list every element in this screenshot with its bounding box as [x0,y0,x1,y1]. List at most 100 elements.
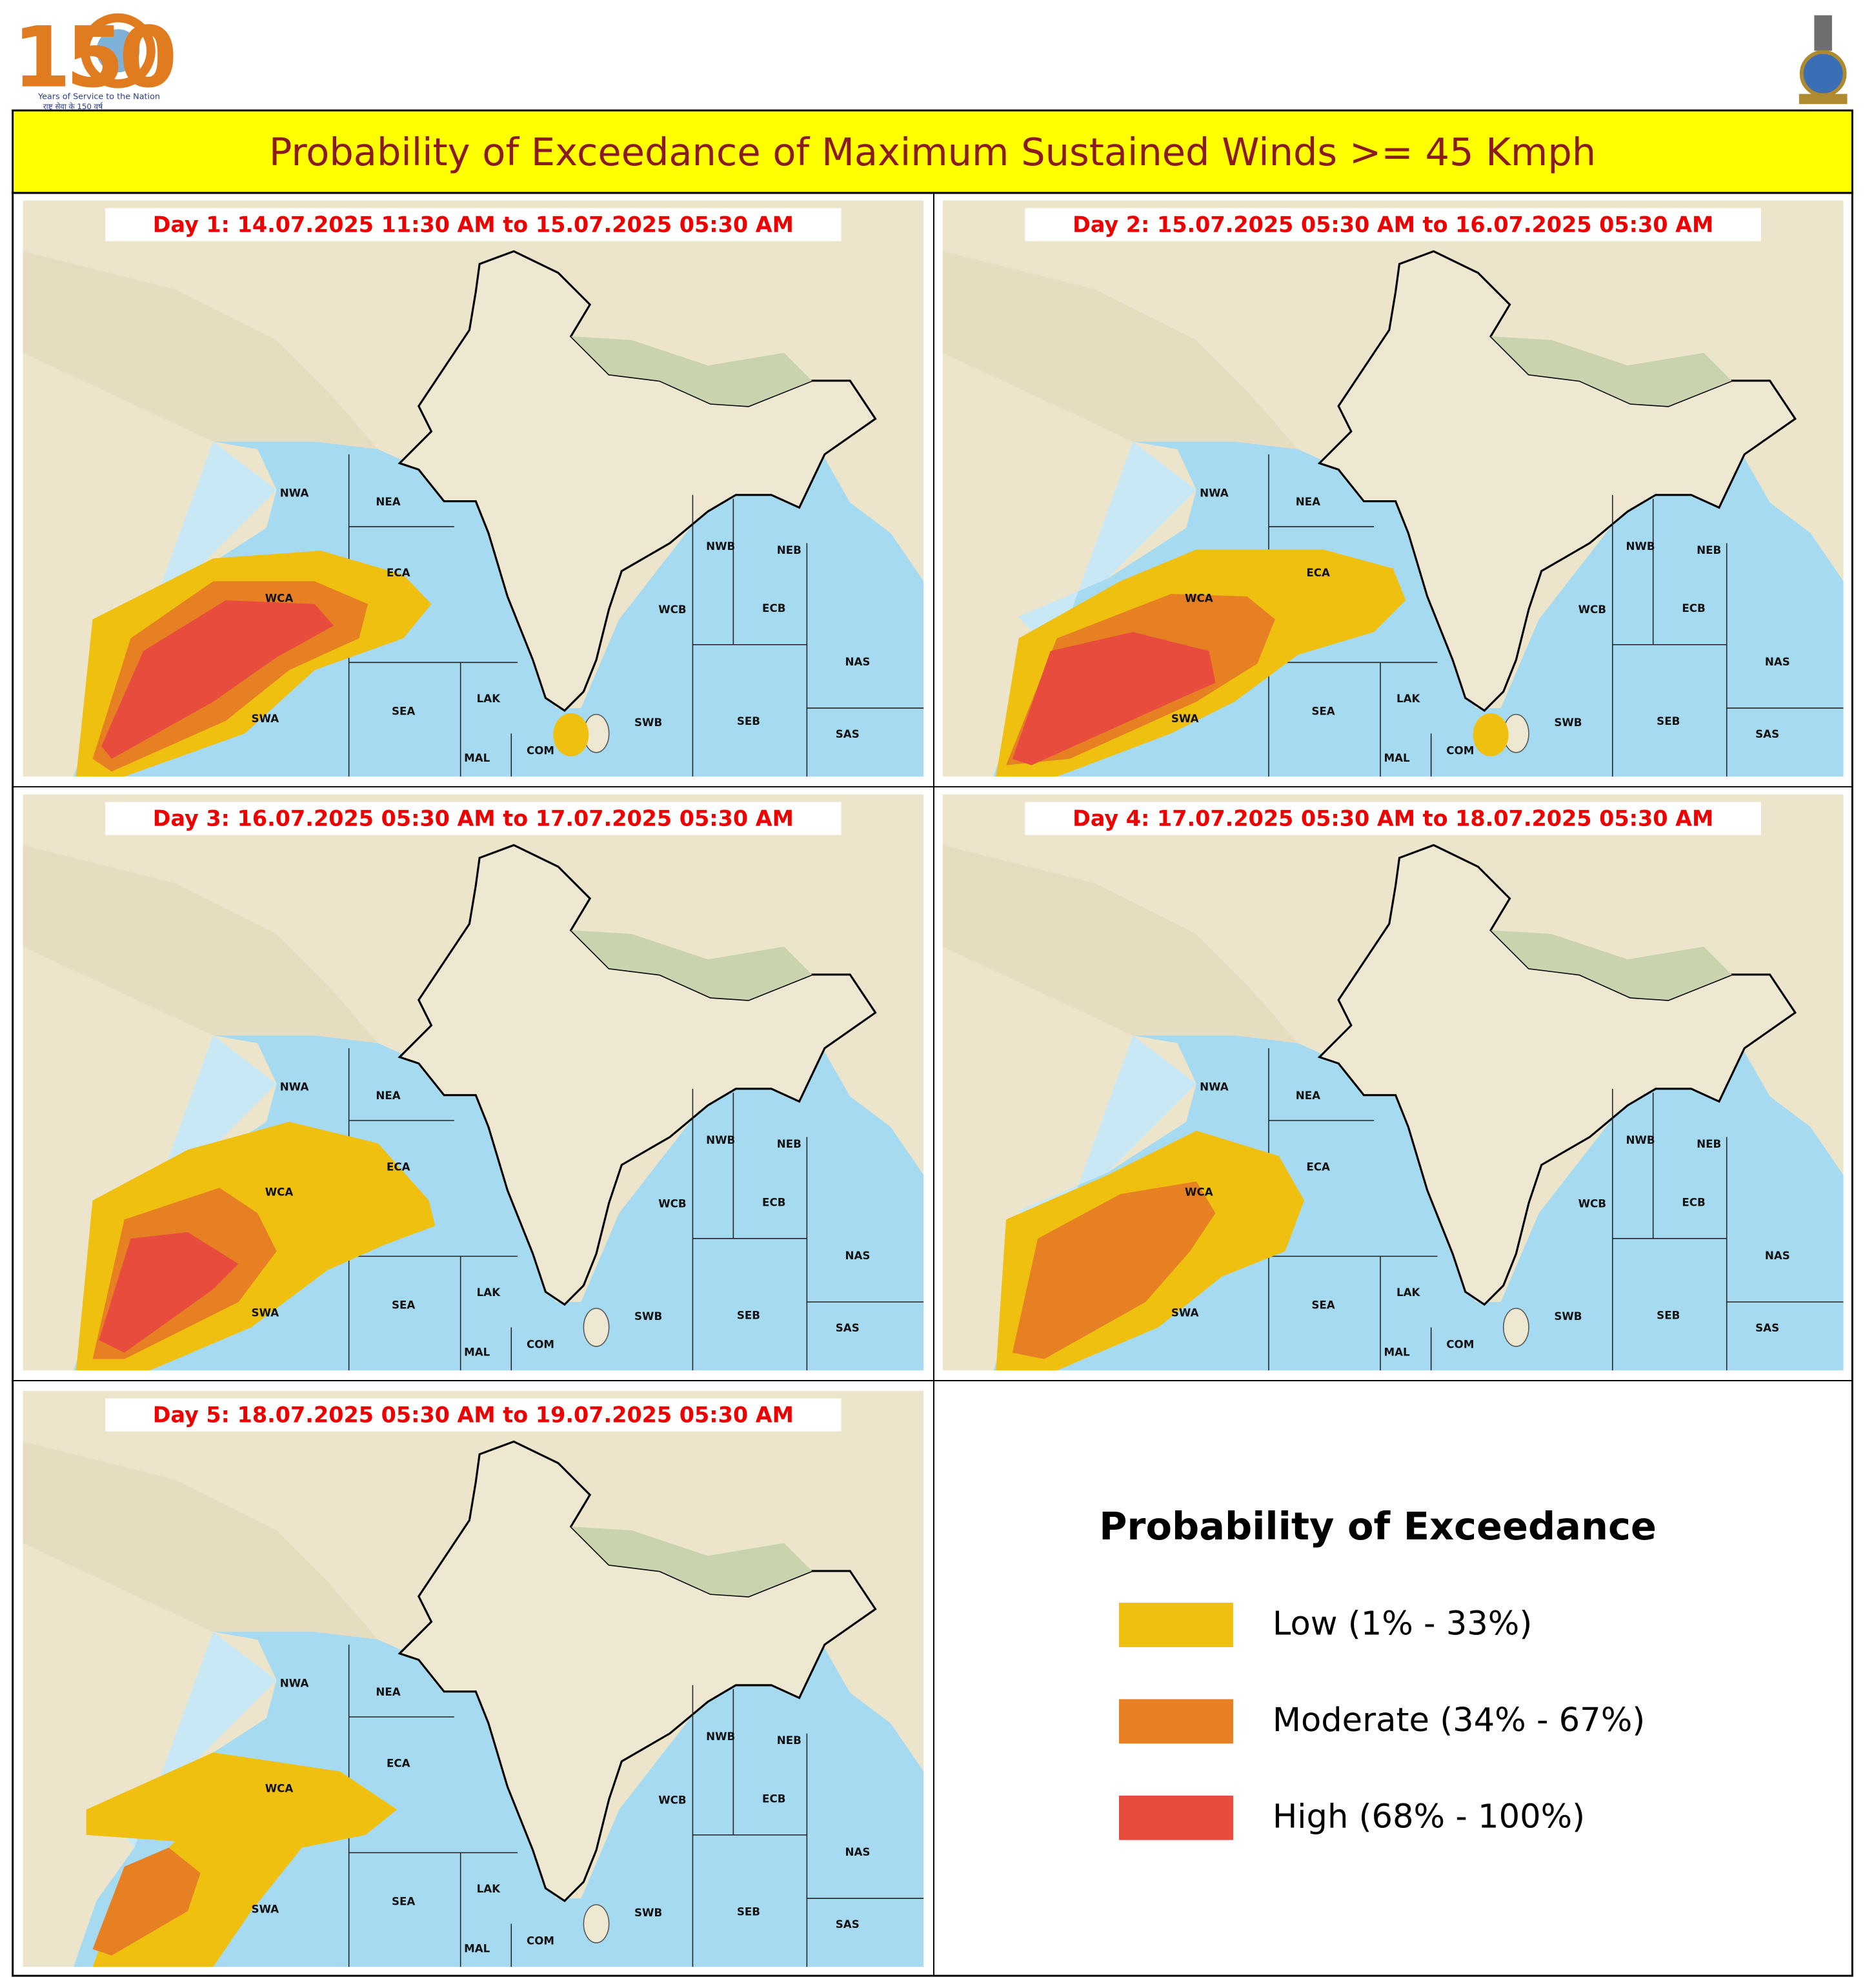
map-panel: NWA NEA ECA WCA SWA SEA LAK MAL COM SWB SEB WCB ECB N… [942,200,1844,777]
region-label: MAL [1384,751,1410,764]
region-label: SAS [836,1321,860,1334]
map-content: NWA NEA ECA WCA SWA SEA LAK MAL COM SWB SEB WCB ECB N… [23,794,924,1371]
region-label: SEB [737,715,760,727]
region-label: NWA [280,486,309,499]
region-label: COM [527,1934,554,1947]
region-label: NAS [845,1249,871,1262]
region-label: SEA [1311,704,1335,717]
map-panel: NWA NEA ECA WCA SWA SEA LAK MAL COM SWB SEB WCB ECB N… [23,794,924,1371]
legend-swatch [1119,1699,1233,1744]
region-label: ECB [762,602,785,614]
logo: 150 Years of Service to the Nation राष्ट… [13,9,179,111]
region-label: SWB [634,716,662,729]
arabia [23,845,378,1044]
logo-ring [80,13,156,88]
region-label: SWA [1171,712,1199,725]
region-label: NWB [1626,540,1655,553]
region-label: NEA [376,495,400,508]
region-label: NEA [1296,1089,1320,1102]
region-label: WCA [265,1782,294,1795]
logo-number: 150 [13,9,174,107]
region-label: NAS [845,1845,871,1858]
region-label: WCA [1185,1186,1213,1199]
region-label: ECB [1682,602,1705,614]
legend-title: Probability of Exceedance [1099,1504,1657,1548]
region-label: NEB [1697,543,1721,556]
sea-shallow [1018,441,1196,658]
region-label: NEB [777,1734,801,1747]
region-label: WCB [1578,1197,1606,1210]
region-label: NWA [280,1676,309,1689]
region-label: SWB [1554,716,1582,729]
region-label: SWB [1554,1310,1582,1323]
panel-title-bg [105,208,842,241]
panel-title-bg [105,1398,842,1432]
region-label: SAS [1755,727,1779,740]
frame [12,192,1853,1977]
region-label: LAK [477,692,501,705]
region-label: SEB [1657,1308,1680,1321]
probability-area [1473,713,1509,756]
map-content: NWA NEA ECA WCA SWA SEA LAK MAL COM SWB SEB WCB ECB N… [942,794,1844,1371]
region-label: SEB [1657,715,1680,727]
region-label: SWA [252,1902,279,1915]
panel-title: Day 4: 17.07.2025 05:30 AM to 18.07.2025… [1073,806,1713,831]
legend-swatch [1119,1795,1233,1840]
region-label: NEB [1697,1137,1721,1150]
panel-title: Day 2: 15.07.2025 05:30 AM to 16.07.2025… [1073,212,1713,237]
region-label: WCB [1578,603,1606,616]
region-label: LAK [477,1286,501,1299]
region-label: COM [1446,744,1474,756]
panel-title-bg [1025,208,1761,241]
region-label: SAS [836,1918,860,1931]
region-label: NEA [376,1089,400,1102]
region-label: WCA [265,591,294,604]
probability-area [99,1232,239,1353]
region-label: ECA [387,1756,410,1769]
region-label: ECB [762,1792,785,1805]
himalaya [570,930,812,1000]
region-label: SEA [392,1299,415,1312]
panel-title: Day 5: 18.07.2025 05:30 AM to 19.07.2025… [153,1403,794,1428]
legend: Probability of Exceedance Low (1% - 33%)… [1099,1504,1657,1840]
sea [74,1632,924,1967]
region-label: ECB [1682,1195,1705,1208]
himalaya [570,336,812,407]
arabia [942,251,1298,450]
probability-area [92,1847,201,1956]
region-label: WCA [1185,591,1213,604]
region-label: WCB [658,1197,686,1210]
region-label: NEA [376,1685,400,1698]
map-content: NWA NEA ECA WCA SWA SEA LAK MAL COM SWB SEB WCB ECB N… [23,1390,924,1967]
logo-tagline-hindi: राष्ट्र सेवा के 150 वर्ष [43,102,103,111]
title-bar [12,109,1853,194]
region-label: SWB [634,1906,662,1919]
himalaya [1491,930,1732,1000]
region-label: ECA [1306,566,1330,579]
region-label: WCB [658,1793,686,1806]
map-panel: NWA NEA ECA WCA SWA SEA LAK MAL COM SWB SEB WCB ECB N… [942,794,1844,1371]
panel-title-bg [105,802,842,835]
region-label: NAS [845,655,871,668]
region-label: NWB [706,540,735,553]
region-label: MAL [464,1345,490,1358]
legend-label: High (68% - 100%) [1273,1798,1585,1836]
region-label: MAL [464,1942,490,1954]
region-label: COM [527,744,554,756]
legend-label: Low (1% - 33%) [1273,1605,1532,1643]
probability-area [1012,1181,1216,1359]
legend-swatch [1119,1603,1233,1647]
region-label: ECB [762,1195,785,1208]
map-content: NWA NEA ECA WCA SWA SEA LAK MAL COM SWB SEB WCB ECB N… [942,200,1844,777]
region-label: NEB [777,1137,801,1150]
region-label: SAS [1755,1321,1779,1334]
probability-area [101,600,334,759]
region-label: NWA [280,1080,309,1093]
panel-title-bg [1025,802,1761,835]
region-label: NWA [1200,1080,1229,1093]
region-label: NEA [1296,495,1320,508]
region-label: NAS [1765,655,1790,668]
sri-lanka [583,1308,610,1347]
